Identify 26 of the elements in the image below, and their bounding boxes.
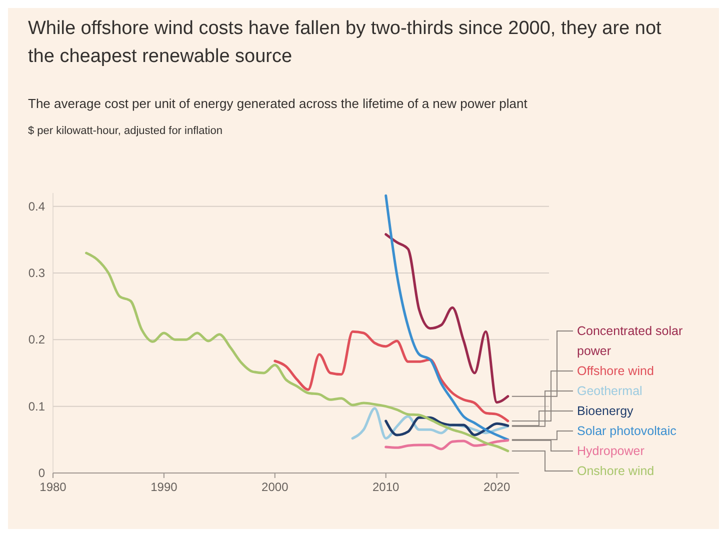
line-series	[274, 330, 510, 422]
text: $ per kilowatt-hour, adjusted for inflation	[28, 125, 222, 137]
y-tick-label: 0.3	[28, 266, 46, 280]
x-tick-label: 2010	[372, 480, 400, 494]
text: Geothermal	[577, 384, 642, 398]
x-tick-label: 2000	[262, 480, 289, 494]
text: Offshore wind	[577, 364, 654, 378]
line-series	[384, 439, 510, 450]
text: Onshore wind	[577, 464, 654, 478]
y-tick-label: 0.1	[28, 399, 46, 414]
x-tick-label: 2020	[483, 480, 510, 494]
chart-title: While offshore wind costs have fallen by two-thirds since 2000, they are not the cheapest renewable source	[28, 18, 662, 67]
line-series	[85, 252, 510, 452]
y-tick-label: 0.2	[28, 332, 46, 347]
x-tick-label: 1980	[40, 480, 67, 494]
line-series	[384, 194, 510, 441]
text: Hydropower	[577, 444, 644, 458]
chart-subtitle: The average cost per unit of energy generated across the lifetime of a new power plant	[28, 96, 528, 111]
y-tick-label: 0	[38, 466, 46, 480]
text: Bioenergy	[577, 404, 634, 418]
line-series	[384, 233, 510, 404]
text: Solar photovoltaic	[577, 424, 676, 438]
x-tick-label: 1990	[150, 480, 178, 494]
y-tick-label: 0.4	[28, 199, 46, 214]
text: Concentrated solar power	[577, 324, 683, 358]
line-series	[384, 416, 510, 436]
